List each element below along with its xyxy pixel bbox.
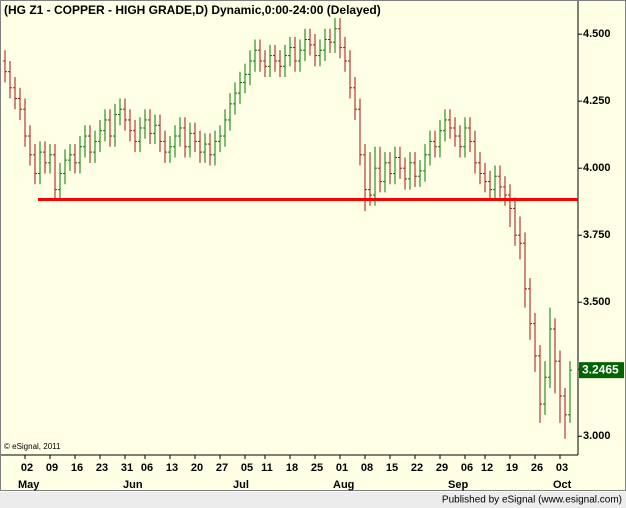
y-tick-label: 4.250: [583, 95, 611, 107]
x-tick-label: 02: [21, 462, 33, 474]
last-price-label: 3.2465: [582, 362, 619, 376]
footer: Published by eSignal (www.esignal.com): [442, 495, 622, 506]
last-price-box: [579, 362, 624, 379]
x-tick-label: 01: [336, 462, 348, 474]
x-tick-label: 11: [261, 462, 273, 474]
y-tick-label: 4.000: [583, 162, 611, 174]
x-tick-label: 19: [506, 462, 518, 474]
x-tick-label: 26: [531, 462, 543, 474]
x-tick-label: 20: [191, 462, 203, 474]
x-tick-label: 06: [141, 462, 153, 474]
month-label: Oct: [553, 479, 572, 491]
x-tick-label: 27: [216, 462, 228, 474]
x-tick-label: 31: [121, 462, 133, 474]
copyright: © eSignal, 2011: [4, 442, 61, 451]
x-tick-label: 13: [166, 462, 178, 474]
x-tick-label: 03: [556, 462, 568, 474]
x-tick-label: 16: [71, 462, 83, 474]
y-tick-label: 3.750: [583, 229, 611, 241]
y-tick-label: 3.000: [583, 430, 611, 442]
month-label: Sep: [448, 479, 468, 491]
month-label: Jul: [233, 479, 249, 491]
x-tick-label: 18: [286, 462, 298, 474]
y-tick-label: 3.500: [583, 296, 611, 308]
x-tick-label: 06: [461, 462, 473, 474]
x-tick-label: 25: [311, 462, 323, 474]
x-tick-label: 08: [361, 462, 373, 474]
month-label: May: [18, 479, 40, 491]
x-tick-label: 15: [386, 462, 398, 474]
x-tick-label: 22: [411, 462, 423, 474]
x-tick-label: 12: [481, 462, 493, 474]
x-tick-label: 23: [96, 462, 108, 474]
chart-title: (HG Z1 - COPPER - HIGH GRADE,D) Dynamic,…: [4, 3, 381, 17]
y-tick-label: 4.500: [583, 28, 611, 40]
x-tick-label: 29: [436, 462, 448, 474]
x-tick-label: 09: [46, 462, 58, 474]
x-tick-label: 05: [241, 462, 253, 474]
footer-bar: [0, 492, 626, 508]
month-label: Aug: [333, 479, 354, 491]
month-label: Jun: [123, 479, 143, 491]
